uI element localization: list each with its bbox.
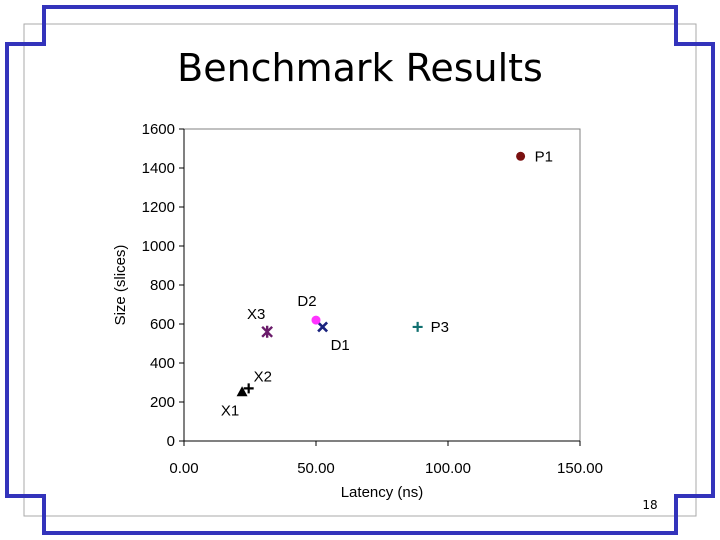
y-tick-label: 800: [150, 277, 175, 294]
point-marker-triangle: [236, 386, 248, 397]
x-axis-title: Latency (ns): [341, 484, 424, 501]
page-number: 18: [642, 498, 658, 512]
data-point-x2: X2: [243, 368, 272, 394]
data-point-d2: D2: [297, 293, 321, 325]
point-marker-plus: [412, 321, 423, 332]
x-tick-label: 100.00: [425, 460, 471, 477]
point-marker-circle: [516, 151, 526, 161]
y-tick-label: 400: [150, 355, 175, 372]
slide-title: Benchmark Results: [177, 46, 543, 90]
x-tick-label: 0.00: [169, 460, 198, 477]
point-label-d1: D1: [331, 337, 350, 354]
y-tick-label: 600: [150, 316, 175, 333]
data-point-p3: P3: [412, 319, 449, 336]
y-axis-title: Size (slices): [112, 245, 129, 326]
point-label-x1: X1: [221, 402, 239, 419]
data-point-p1: P1: [516, 148, 553, 165]
chart-ticks: 0 200 400 600 800 1000 1200 1400 1600 0.00 50.00 10…: [142, 121, 603, 477]
point-label-d2: D2: [297, 293, 316, 310]
point-marker-plus: [243, 383, 254, 394]
data-point-x3: X3: [247, 306, 274, 338]
y-tick-label: 1400: [142, 160, 175, 177]
x-tick-label: 150.00: [557, 460, 603, 477]
point-label-p3: P3: [431, 319, 449, 336]
y-tick-label: 0: [167, 433, 175, 450]
point-marker-x: [317, 321, 329, 333]
data-point-d1: D1: [317, 321, 350, 354]
y-tick-label: 1200: [142, 199, 175, 216]
y-tick-label: 1000: [142, 238, 175, 255]
y-tick-label: 200: [150, 394, 175, 411]
point-label-p1: P1: [535, 148, 553, 165]
y-tick-label: 1600: [142, 121, 175, 138]
point-marker-circle: [311, 315, 321, 325]
point-label-x3: X3: [247, 306, 265, 323]
point-marker-star: [261, 325, 274, 338]
inner-frame: [23, 23, 697, 517]
outer-frame: [5, 5, 715, 535]
x-tick-label: 50.00: [297, 460, 335, 477]
chart-points: P1 P3 D1 D2 X3 X2 X1: [221, 148, 553, 419]
point-label-x2: X2: [254, 368, 272, 385]
data-point-x1: X1: [221, 386, 248, 419]
